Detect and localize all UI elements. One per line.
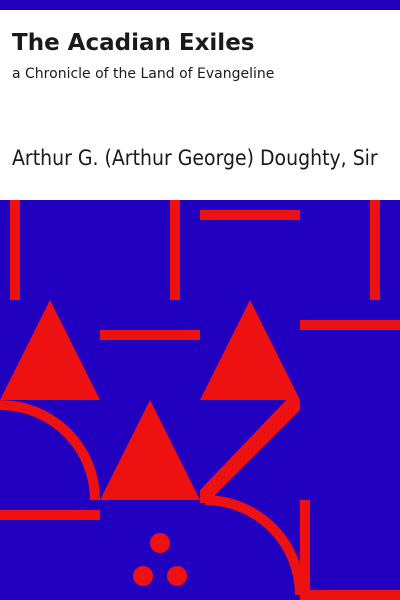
vertical-bar (370, 200, 380, 300)
book-author: Arthur G. (Arthur George) Doughty, Sir (12, 146, 378, 170)
vertical-bar (170, 200, 180, 300)
dot (150, 533, 170, 553)
quarter-arc (0, 400, 100, 501)
diagonal-bar (200, 393, 300, 503)
lower-arc (204, 495, 305, 596)
vertical-bar (10, 200, 20, 300)
book-title: The Acadian Exiles (12, 30, 255, 56)
horizontal-bar (310, 590, 400, 600)
top-accent-bar (0, 0, 400, 10)
dot (133, 566, 153, 586)
horizontal-bar (0, 510, 100, 520)
triangle (100, 400, 200, 500)
book-subtitle: a Chronicle of the Land of Evangeline (12, 66, 275, 82)
horizontal-bar (100, 330, 200, 340)
triangle (0, 300, 100, 400)
triangle (200, 300, 300, 400)
cover-artwork (0, 200, 400, 600)
vertical-bar (300, 500, 310, 600)
horizontal-bar (200, 210, 300, 220)
horizontal-bar (300, 320, 400, 330)
dot (167, 566, 187, 586)
